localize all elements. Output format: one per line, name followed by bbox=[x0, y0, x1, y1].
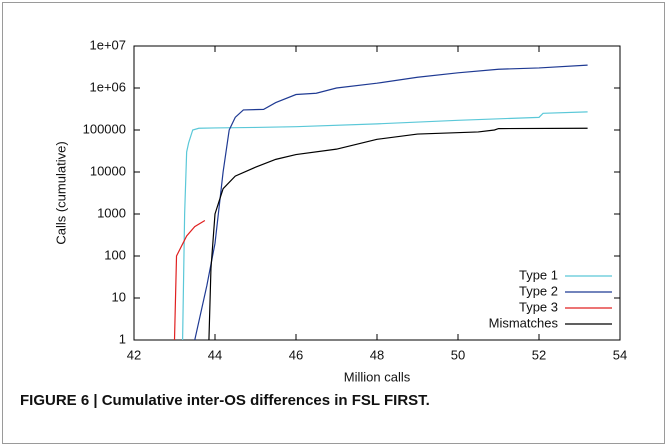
legend-label: Mismatches bbox=[489, 315, 559, 330]
y-tick-label: 1000 bbox=[97, 205, 126, 220]
y-tick-label: 1 bbox=[119, 331, 126, 346]
y-axis-label: Calls (cumulative) bbox=[53, 141, 68, 244]
legend-label: Type 3 bbox=[519, 299, 558, 314]
y-tick-label: 100000 bbox=[83, 121, 126, 136]
legend-label: Type 1 bbox=[519, 267, 558, 282]
y-tick-label: 1e+07 bbox=[89, 37, 126, 52]
x-tick-label: 48 bbox=[370, 347, 384, 362]
x-axis-label: Million calls bbox=[344, 369, 411, 384]
series-line bbox=[208, 127, 588, 341]
caption: FIGURE 6 | Cumulative inter-OS differenc… bbox=[20, 392, 430, 409]
x-tick-label: 46 bbox=[289, 347, 303, 362]
y-tick-label: 10000 bbox=[90, 163, 126, 178]
series-line bbox=[194, 64, 588, 341]
y-tick-label: 100 bbox=[104, 247, 126, 262]
x-tick-label: 54 bbox=[613, 347, 627, 362]
series-line bbox=[173, 219, 206, 341]
figure-frame bbox=[2, 2, 665, 444]
legend-label: Type 2 bbox=[519, 283, 558, 298]
y-tick-label: 1e+06 bbox=[89, 79, 126, 94]
x-tick-label: 44 bbox=[208, 347, 222, 362]
x-tick-label: 42 bbox=[127, 347, 141, 362]
series-line bbox=[182, 111, 588, 341]
x-tick-label: 52 bbox=[532, 347, 546, 362]
y-tick-label: 10 bbox=[112, 289, 126, 304]
x-tick-label: 50 bbox=[451, 347, 465, 362]
